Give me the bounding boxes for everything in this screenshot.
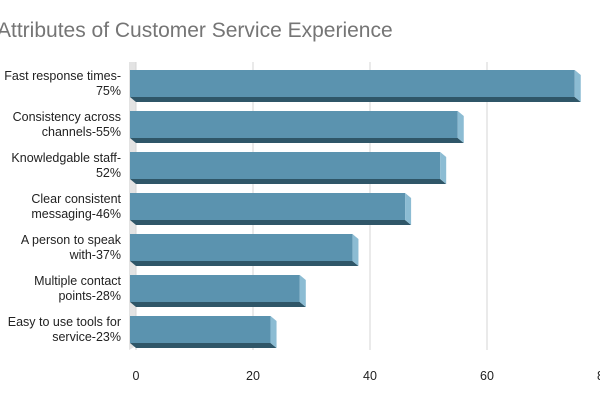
category-label: Fast response times- [4, 69, 121, 83]
bar-front [130, 316, 271, 343]
bar-bottom [130, 220, 412, 225]
x-tick-label: 80 [597, 369, 600, 383]
x-tick-label: 20 [246, 369, 260, 383]
chart-title: Attributes of Customer Service Experienc… [0, 19, 393, 42]
bar-bottom [130, 302, 306, 307]
category-label: Multiple contact [34, 274, 121, 288]
bar [130, 70, 581, 102]
bar-bottom [130, 97, 581, 102]
bar-side [352, 234, 359, 266]
bar-front [130, 275, 300, 302]
bar-bottom [130, 343, 277, 348]
bar-side [574, 70, 581, 102]
category-label: service-23% [52, 330, 121, 344]
bar [130, 316, 277, 348]
bar-bottom [130, 179, 447, 184]
bar [130, 275, 306, 307]
bar-front [130, 152, 441, 179]
category-label: Consistency across [13, 110, 121, 124]
x-tick-label: 60 [480, 369, 494, 383]
category-label: A person to speak [21, 233, 122, 247]
bar [130, 111, 464, 143]
bar-side [270, 316, 277, 348]
bar-side [457, 111, 464, 143]
bar-front [130, 193, 406, 220]
category-label: Clear consistent [31, 192, 121, 206]
bar-side [405, 193, 412, 225]
category-label: with-37% [69, 248, 121, 262]
category-label: Easy to use tools for [8, 315, 121, 329]
x-tick-label: 40 [363, 369, 377, 383]
x-tick-label: 0 [133, 369, 140, 383]
category-label: Knowledgable staff- [11, 151, 121, 165]
category-label: 52% [96, 166, 121, 180]
category-label: 75% [96, 84, 121, 98]
bar-front [130, 111, 458, 138]
bar-front [130, 70, 575, 97]
bar [130, 152, 447, 184]
bar-bottom [130, 261, 359, 266]
bar [130, 193, 412, 225]
category-label: messaging-46% [31, 207, 121, 221]
bar-side [440, 152, 447, 184]
category-label: points-28% [58, 289, 121, 303]
bar-bottom [130, 138, 464, 143]
category-label: channels-55% [42, 125, 121, 139]
bar [130, 234, 359, 266]
bar-front [130, 234, 353, 261]
bar-side [299, 275, 306, 307]
